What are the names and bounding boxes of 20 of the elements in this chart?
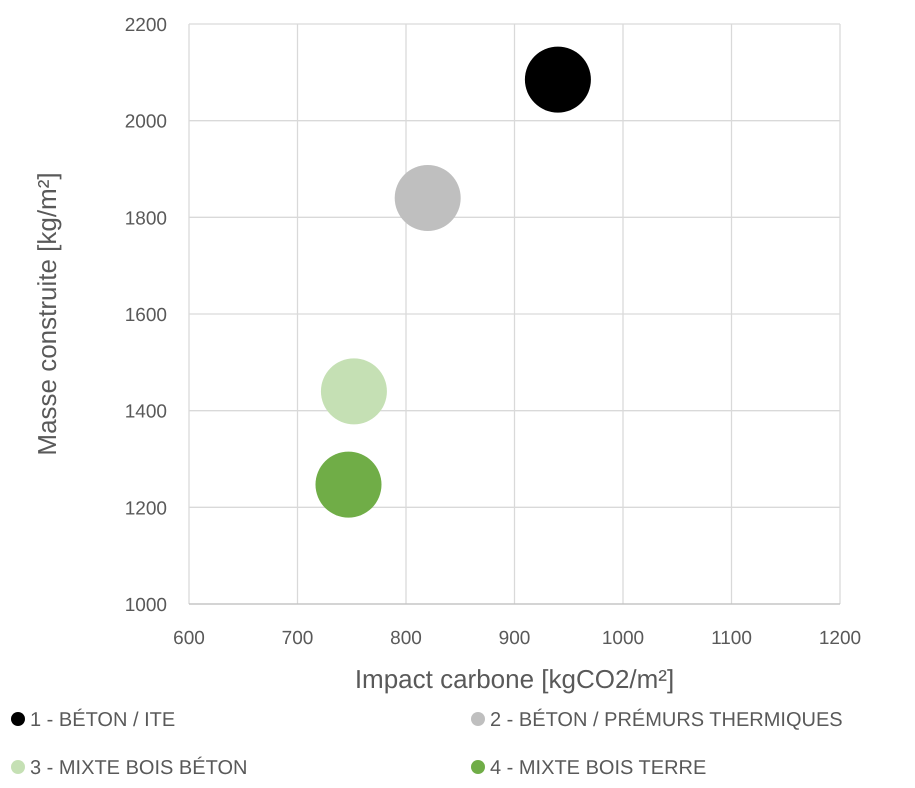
x-tick-label: 900 bbox=[498, 628, 530, 649]
y-tick-label: 1200 bbox=[124, 498, 167, 520]
legend-label: 1 - BÉTON / ITE bbox=[30, 708, 176, 731]
x-tick-label: 1200 bbox=[818, 628, 862, 649]
x-tick-label: 800 bbox=[390, 628, 422, 649]
y-tick-label: 1800 bbox=[124, 208, 167, 230]
y-tick-label: 1400 bbox=[124, 402, 167, 423]
legend-label: 2 - BÉTON / PRÉMURS THERMIQUES bbox=[490, 708, 843, 731]
legend-label: 4 - MIXTE BOIS TERRE bbox=[490, 757, 706, 779]
y-tick-label: 1000 bbox=[124, 595, 167, 616]
y-tick-label: 2200 bbox=[124, 15, 167, 36]
x-tick-label: 700 bbox=[282, 628, 314, 649]
y-tick-label: 1600 bbox=[124, 305, 167, 326]
legend-label: 3 - MIXTE BOIS BÉTON bbox=[30, 756, 248, 779]
x-tick-label: 1100 bbox=[711, 628, 752, 649]
y-tick-label: 2000 bbox=[124, 112, 167, 133]
x-tick-label: 1000 bbox=[602, 628, 644, 649]
y-axis-title: Masse construite [kg/m²] bbox=[32, 172, 62, 456]
x-tick-label: 600 bbox=[173, 628, 205, 649]
x-axis-title: Impact carbone [kgCO2/m²] bbox=[354, 664, 674, 694]
